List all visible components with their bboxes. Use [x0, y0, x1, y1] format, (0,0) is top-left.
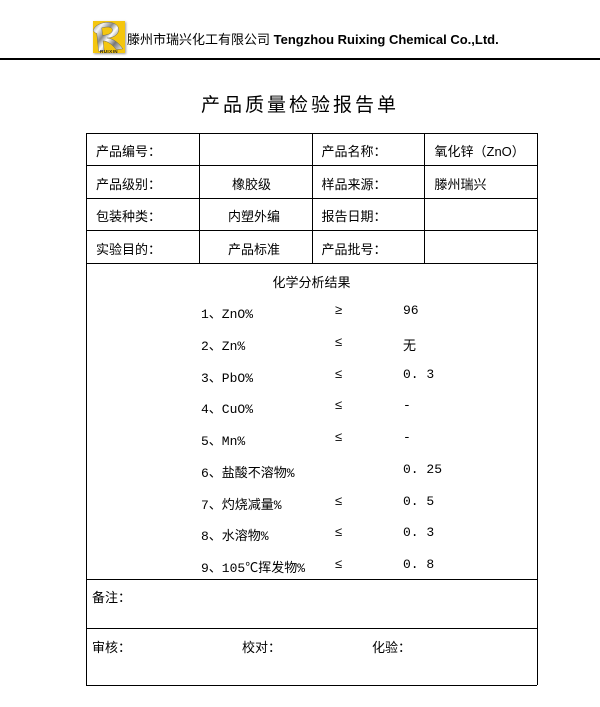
svg-text:RUIXIN: RUIXIN	[100, 49, 118, 54]
